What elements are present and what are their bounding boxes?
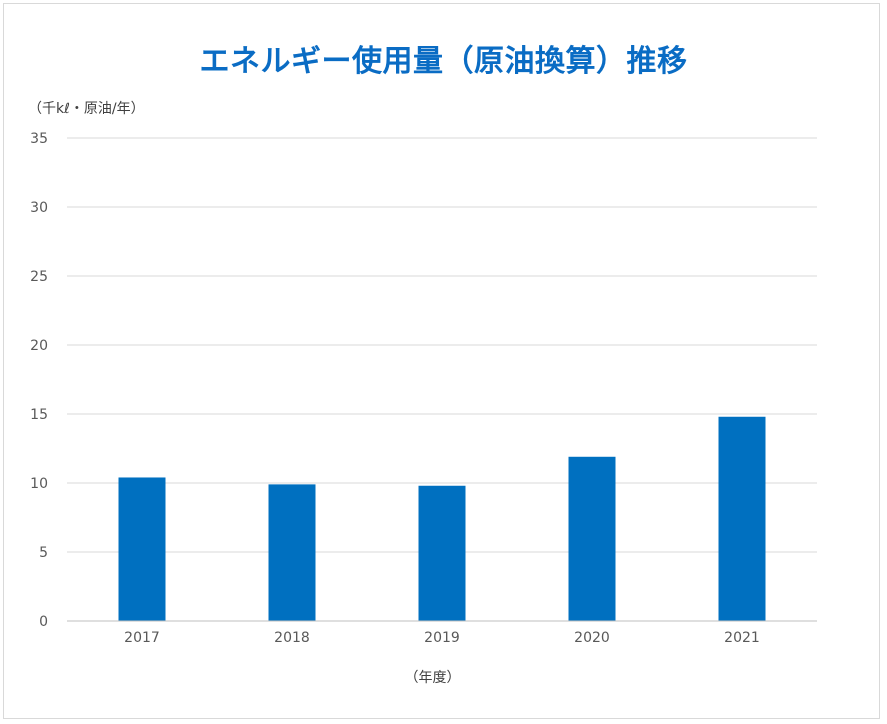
x-tick-label-2018: 2018	[274, 630, 310, 646]
y-tick-label-20: 20	[30, 338, 48, 354]
y-tick-label-0: 0	[39, 614, 48, 630]
bar-2021	[718, 416, 766, 621]
chart-title: エネルギー使用量（原油換算）推移	[199, 44, 688, 79]
x-axis-unit-label: （年度）	[404, 670, 461, 686]
x-tick-labels: 2017 2018 2019 2020 2021	[124, 630, 760, 646]
y-tick-labels: 0 5 10 15 20 25 30 35	[30, 131, 48, 630]
y-tick-label-15: 15	[30, 407, 48, 423]
y-tick-label-30: 30	[30, 200, 48, 216]
bar-2017	[118, 477, 166, 621]
bar-2019	[418, 485, 466, 621]
bar-2018	[268, 484, 316, 621]
y-tick-label-10: 10	[30, 476, 48, 492]
bars	[118, 416, 766, 621]
y-axis-unit-label: （千kℓ・原油/年）	[28, 101, 145, 117]
y-tick-label-35: 35	[30, 131, 48, 147]
bar-2020	[568, 456, 616, 621]
x-tick-label-2017: 2017	[124, 630, 160, 646]
x-tick-label-2021: 2021	[724, 630, 760, 646]
y-tick-label-5: 5	[39, 545, 48, 561]
y-tick-label-25: 25	[30, 269, 48, 285]
x-tick-label-2020: 2020	[574, 630, 610, 646]
x-tick-label-2019: 2019	[424, 630, 460, 646]
